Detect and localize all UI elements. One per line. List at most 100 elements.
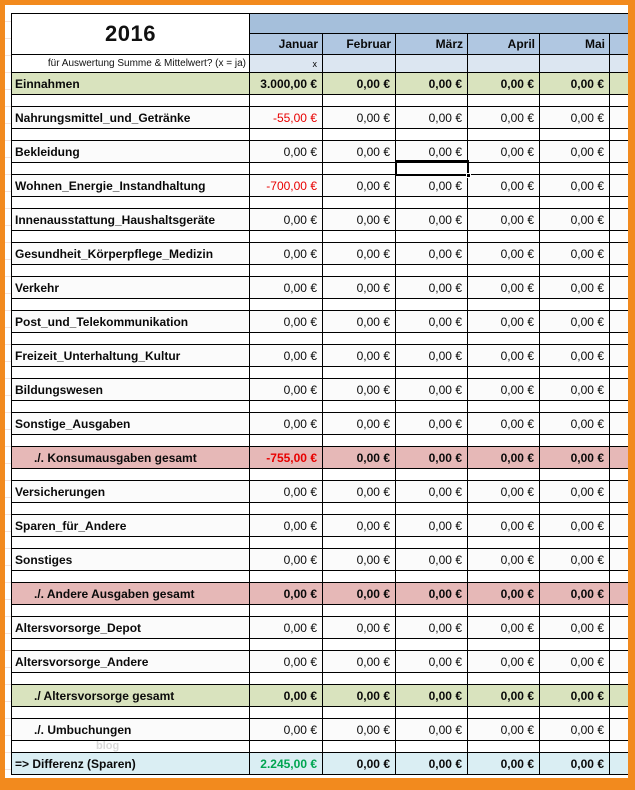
spacer-cell[interactable] [323, 163, 396, 175]
spacer-cell[interactable] [468, 231, 540, 243]
value-cell[interactable]: 0,00 € [250, 209, 323, 231]
spacer-cell[interactable] [540, 95, 610, 107]
spacer-cell[interactable] [468, 503, 540, 515]
spacer-cell[interactable] [12, 299, 250, 311]
value-cell[interactable]: 0,00 € [323, 175, 396, 197]
spacer-cell[interactable] [250, 741, 323, 753]
value-cell[interactable]: 0,00 € [396, 107, 468, 129]
spacer-cell[interactable] [250, 707, 323, 719]
spacer-cell[interactable] [396, 333, 468, 345]
value-cell[interactable]: 0,00 € [323, 209, 396, 231]
value-cell[interactable]: 0,00 € [540, 719, 610, 741]
spacer-cell[interactable] [540, 299, 610, 311]
spacer-cell[interactable] [250, 503, 323, 515]
spacer-cell[interactable] [12, 639, 250, 651]
value-cell[interactable]: 0,00 € [250, 583, 323, 605]
value-cell[interactable]: 0,00 € [250, 311, 323, 333]
spacer-cell[interactable] [12, 571, 250, 583]
spacer-cell[interactable] [540, 571, 610, 583]
row-label-cell[interactable]: Einnahmen [12, 73, 250, 95]
value-cell[interactable]: 0,00 € [396, 311, 468, 333]
row-label-cell[interactable]: Gesundheit_Körperpflege_Medizin [12, 243, 250, 265]
spacer-cell[interactable] [12, 95, 250, 107]
value-cell[interactable]: 0,00 € [540, 379, 610, 401]
spacer-cell[interactable] [323, 605, 396, 617]
spacer-cell[interactable] [540, 537, 610, 549]
fill-handle[interactable] [466, 173, 471, 178]
value-cell[interactable]: 0,00 € [323, 413, 396, 435]
spacer-cell[interactable] [323, 639, 396, 651]
value-cell[interactable]: 0,00 € [323, 685, 396, 707]
value-cell[interactable]: 0,00 € [540, 515, 610, 537]
value-cell[interactable]: 0,00 € [323, 515, 396, 537]
value-cell[interactable]: 0,00 € [468, 685, 540, 707]
value-cell[interactable]: 0,00 € [323, 379, 396, 401]
spacer-cell[interactable] [12, 503, 250, 515]
value-cell[interactable]: 0,00 € [468, 413, 540, 435]
spacer-cell[interactable] [540, 163, 610, 175]
value-cell[interactable]: 0,00 € [396, 73, 468, 95]
value-cell[interactable]: 0,00 € [396, 753, 468, 775]
spacer-cell[interactable] [250, 163, 323, 175]
value-cell[interactable]: 0,00 € [250, 719, 323, 741]
spacer-cell[interactable] [468, 333, 540, 345]
spacer-cell[interactable] [468, 571, 540, 583]
spacer-cell[interactable] [323, 367, 396, 379]
value-cell[interactable]: 0,00 € [468, 617, 540, 639]
value-cell[interactable]: 0,00 € [468, 345, 540, 367]
row-label-cell[interactable]: Sparen_für_Andere [12, 515, 250, 537]
eval-flag-cell[interactable] [540, 55, 610, 73]
value-cell[interactable]: 0,00 € [323, 617, 396, 639]
spacer-cell[interactable] [396, 231, 468, 243]
spacer-cell[interactable] [396, 299, 468, 311]
spacer-cell[interactable] [540, 367, 610, 379]
value-cell[interactable]: 0,00 € [468, 753, 540, 775]
spacer-cell[interactable] [250, 299, 323, 311]
value-cell[interactable]: 0,00 € [540, 651, 610, 673]
spacer-cell[interactable] [12, 469, 250, 481]
row-label-cell[interactable]: Versicherungen [12, 481, 250, 503]
value-cell[interactable]: 0,00 € [396, 243, 468, 265]
value-cell[interactable]: 0,00 € [396, 209, 468, 231]
value-cell[interactable]: 0,00 € [468, 515, 540, 537]
value-cell[interactable]: 0,00 € [396, 141, 468, 163]
eval-flag-cell[interactable] [323, 55, 396, 73]
value-cell[interactable]: -700,00 € [250, 175, 323, 197]
value-cell[interactable]: 0,00 € [250, 243, 323, 265]
spacer-cell[interactable] [540, 673, 610, 685]
value-cell[interactable]: 0,00 € [540, 209, 610, 231]
value-cell[interactable]: 0,00 € [250, 617, 323, 639]
spacer-cell[interactable] [396, 469, 468, 481]
value-cell[interactable]: 0,00 € [540, 141, 610, 163]
spacer-cell[interactable] [396, 537, 468, 549]
row-label-cell[interactable]: Nahrungsmittel_und_Getränke [12, 107, 250, 129]
value-cell[interactable]: 0,00 € [396, 549, 468, 571]
month-header-cell[interactable]: Februar [323, 34, 396, 55]
eval-question-label[interactable]: für Auswertung Summe & Mittelwert? (x = … [12, 55, 250, 73]
spacer-cell[interactable] [323, 469, 396, 481]
value-cell[interactable]: 0,00 € [396, 685, 468, 707]
eval-flag-cell[interactable] [468, 55, 540, 73]
row-label-cell[interactable]: ./ Altersvorsorge gesamt [12, 685, 250, 707]
spacer-cell[interactable] [12, 401, 250, 413]
spacer-cell[interactable] [323, 95, 396, 107]
spacer-cell[interactable] [468, 605, 540, 617]
spacer-cell[interactable] [250, 605, 323, 617]
value-cell[interactable]: 0,00 € [396, 617, 468, 639]
spacer-cell[interactable] [250, 95, 323, 107]
spacer-cell[interactable] [468, 197, 540, 209]
value-cell[interactable]: 0,00 € [468, 379, 540, 401]
value-cell[interactable]: 0,00 € [323, 243, 396, 265]
spacer-cell[interactable] [323, 741, 396, 753]
month-header-cell[interactable]: Mai [540, 34, 610, 55]
spacer-cell[interactable] [250, 469, 323, 481]
value-cell[interactable]: 0,00 € [468, 447, 540, 469]
spacer-cell[interactable] [468, 469, 540, 481]
value-cell[interactable]: 0,00 € [250, 481, 323, 503]
value-cell[interactable]: 0,00 € [323, 277, 396, 299]
spacer-cell[interactable] [323, 333, 396, 345]
spacer-cell[interactable] [540, 469, 610, 481]
value-cell[interactable]: 0,00 € [540, 447, 610, 469]
value-cell[interactable]: 0,00 € [396, 379, 468, 401]
value-cell[interactable]: 0,00 € [396, 651, 468, 673]
